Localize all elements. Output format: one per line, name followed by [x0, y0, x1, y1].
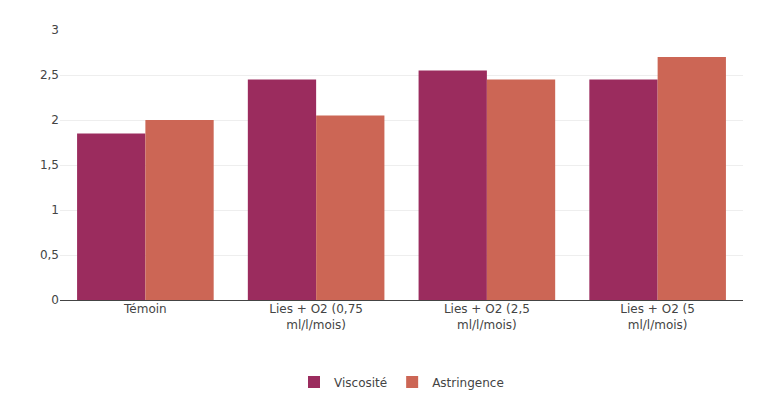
svg-text:2,5: 2,5: [40, 68, 59, 82]
svg-text:0: 0: [51, 293, 59, 307]
svg-text:Lies + O2 (2,5ml/l/mois): Lies + O2 (2,5ml/l/mois): [444, 302, 530, 332]
svg-text:0,5: 0,5: [40, 248, 59, 262]
svg-text:Témoin: Témoin: [123, 302, 167, 316]
svg-text:1: 1: [51, 203, 59, 217]
svg-text:3: 3: [51, 23, 59, 37]
svg-text:Lies + O2 (0,75ml/l/mois): Lies + O2 (0,75ml/l/mois): [269, 302, 363, 332]
svg-text:Astringence: Astringence: [432, 376, 504, 390]
svg-text:1,5: 1,5: [40, 158, 59, 172]
svg-text:2: 2: [51, 113, 59, 127]
svg-text:Lies + O2 (5ml/l/mois): Lies + O2 (5ml/l/mois): [620, 302, 695, 332]
svg-text:Viscosité: Viscosité: [334, 376, 387, 390]
